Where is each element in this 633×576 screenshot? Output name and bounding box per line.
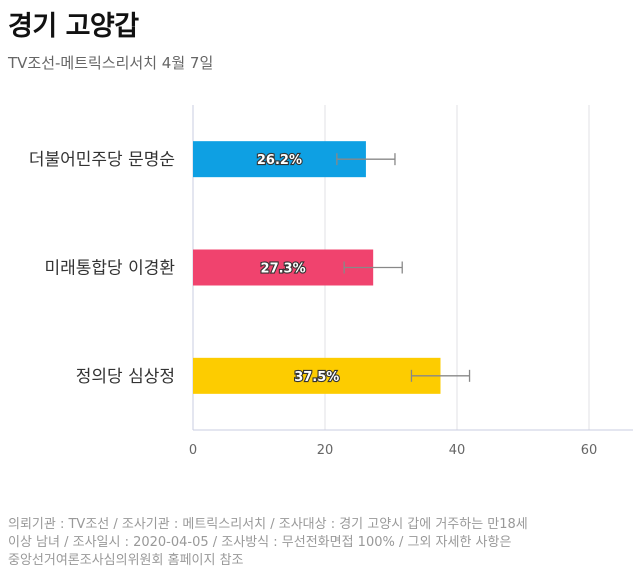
value-label: 26.2% (257, 153, 302, 168)
bar-chart: 0 20 40 60 더불어민주당 문명순 26.2% 미래통합당 이경환 27.3% 정의당 … (29, 105, 633, 458)
x-tick-label: 60 (581, 443, 598, 458)
chart-subtitle: TV조선-메트릭스리서치 4월 7일 (8, 54, 214, 72)
bar (193, 357, 441, 394)
footer-line: 의뢰기관 : TV조선 / 조사기관 : 메트릭스리서치 / 조사대상 : 경기… (8, 517, 528, 532)
category-label: 정의당 심상정 (76, 367, 175, 387)
footer-line: 중앙선거여론조사심의위원회 홈페이지 참조 (8, 553, 244, 568)
footer-line: 이상 남녀 / 조사일시 : 2020-04-05 / 조사방식 : 무선전화면… (8, 535, 512, 550)
category-label: 미래통합당 이경환 (44, 259, 175, 279)
x-tick-label: 0 (189, 443, 197, 458)
value-label: 27.3% (261, 262, 306, 277)
category-label: 더불어민주당 문명순 (29, 150, 175, 170)
x-tick-label: 40 (449, 443, 466, 458)
footer-note: 의뢰기관 : TV조선 / 조사기관 : 메트릭스리서치 / 조사대상 : 경기… (8, 516, 628, 570)
value-label: 37.5% (294, 370, 339, 385)
bar (193, 249, 374, 286)
x-tick-label: 20 (317, 443, 334, 458)
chart-title: 경기 고양갑 (8, 11, 139, 42)
